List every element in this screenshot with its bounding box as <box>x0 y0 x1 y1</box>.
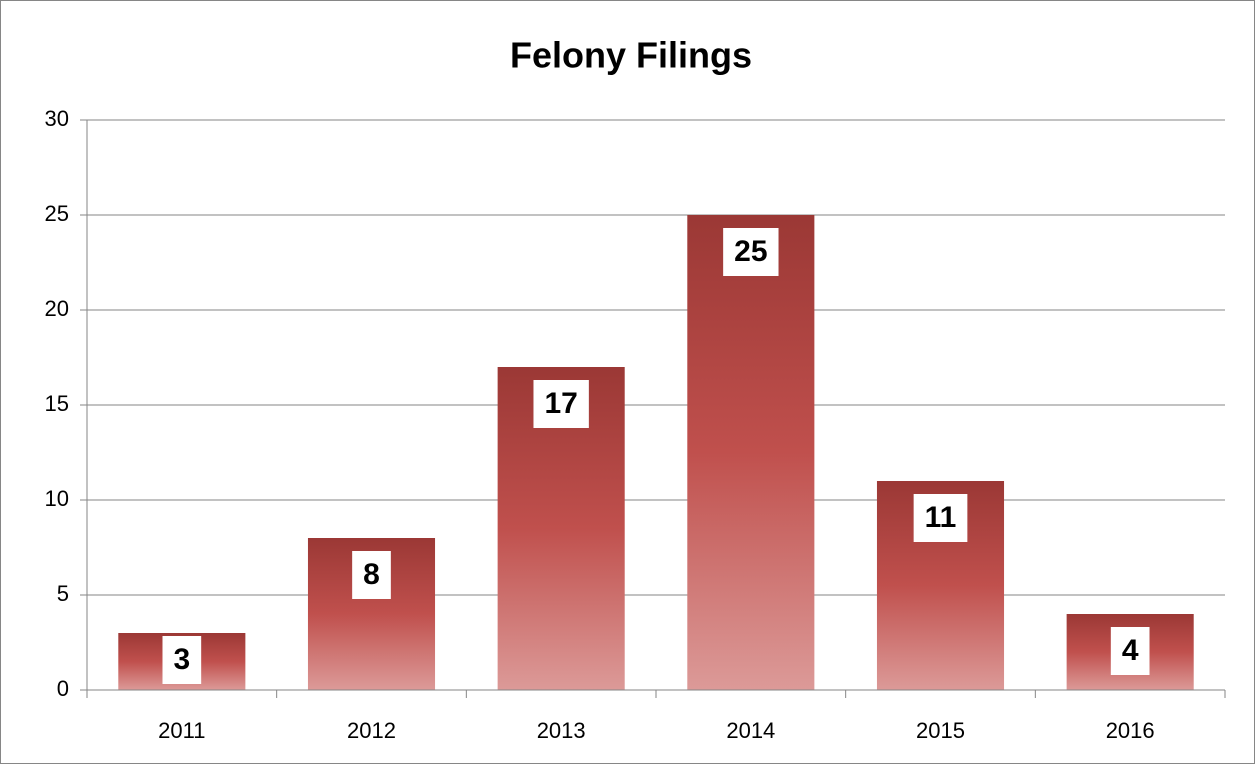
x-tick-label: 2013 <box>537 718 586 743</box>
y-tick-label: 30 <box>45 106 69 131</box>
x-tick-label: 2012 <box>347 718 396 743</box>
data-label-box <box>352 551 391 599</box>
x-tick-label: 2014 <box>726 718 775 743</box>
y-tick-label: 0 <box>57 676 69 701</box>
chart-title: Felony Filings <box>510 35 752 76</box>
data-label: 17 <box>544 387 577 420</box>
x-tick-label: 2015 <box>916 718 965 743</box>
y-tick-label: 15 <box>45 391 69 416</box>
x-tick-label: 2016 <box>1106 718 1155 743</box>
data-label: 25 <box>734 235 767 268</box>
y-tick-label: 25 <box>45 201 69 226</box>
data-label-box <box>533 380 589 428</box>
data-label-box <box>723 228 779 276</box>
x-tick-label: 2011 <box>158 718 205 743</box>
y-tick-label: 20 <box>45 296 69 321</box>
data-label: 3 <box>173 643 190 676</box>
data-label-box <box>162 636 202 684</box>
data-label: 8 <box>363 558 380 591</box>
y-tick-label: 10 <box>45 486 69 511</box>
bar <box>687 215 815 690</box>
data-label: 4 <box>1122 634 1139 667</box>
data-label-box <box>1110 627 1150 675</box>
data-label-box <box>913 494 968 542</box>
y-tick-label: 5 <box>57 581 69 606</box>
data-label: 11 <box>925 501 957 534</box>
